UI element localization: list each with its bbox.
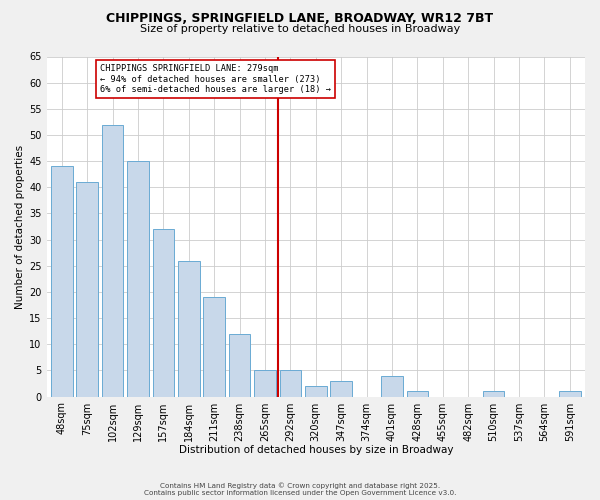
Bar [483,392,505,396]
Bar [203,297,225,396]
Bar [178,260,200,396]
Bar [76,182,98,396]
Text: CHIPPINGS, SPRINGFIELD LANE, BROADWAY, WR12 7BT: CHIPPINGS, SPRINGFIELD LANE, BROADWAY, W… [106,12,494,26]
Bar [331,381,352,396]
Text: Contains public sector information licensed under the Open Government Licence v3: Contains public sector information licen… [144,490,456,496]
Bar [381,376,403,396]
Bar [102,124,124,396]
Bar [407,392,428,396]
Bar [305,386,326,396]
Bar [51,166,73,396]
Text: Contains HM Land Registry data © Crown copyright and database right 2025.: Contains HM Land Registry data © Crown c… [160,482,440,489]
X-axis label: Distribution of detached houses by size in Broadway: Distribution of detached houses by size … [179,445,453,455]
Bar [280,370,301,396]
Bar [127,161,149,396]
Y-axis label: Number of detached properties: Number of detached properties [15,144,25,308]
Bar [229,334,250,396]
Text: CHIPPINGS SPRINGFIELD LANE: 279sqm
← 94% of detached houses are smaller (273)
6%: CHIPPINGS SPRINGFIELD LANE: 279sqm ← 94%… [100,64,331,94]
Bar [559,392,581,396]
Bar [254,370,276,396]
Text: Size of property relative to detached houses in Broadway: Size of property relative to detached ho… [140,24,460,34]
Bar [152,229,174,396]
